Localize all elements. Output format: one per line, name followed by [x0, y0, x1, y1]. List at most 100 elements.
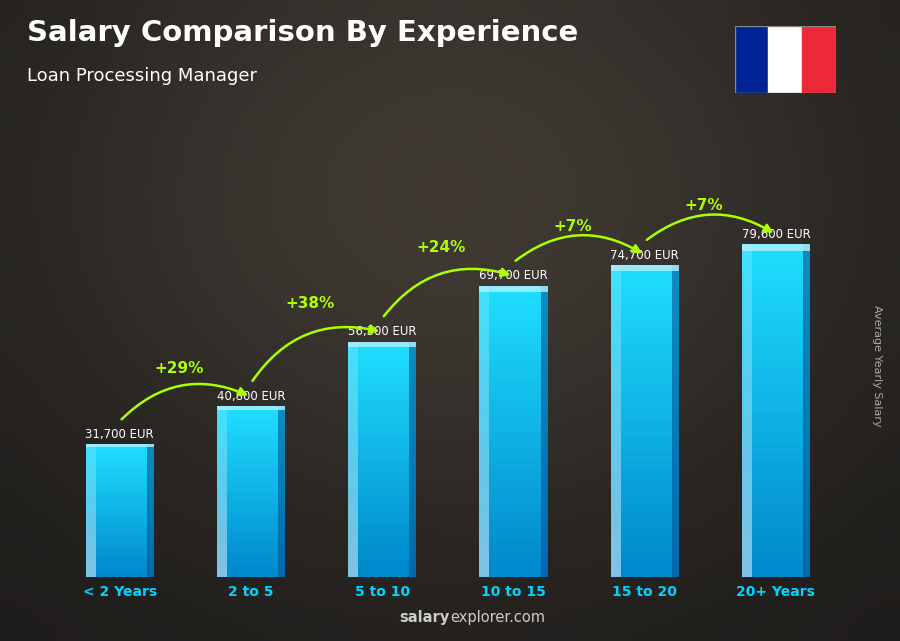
Bar	[742, 544, 752, 552]
Bar	[86, 540, 154, 544]
Bar	[348, 418, 358, 424]
Bar	[217, 517, 285, 522]
Bar	[742, 435, 810, 444]
Bar	[742, 485, 810, 494]
Bar	[742, 253, 752, 261]
Text: Average Yearly Salary: Average Yearly Salary	[872, 304, 883, 426]
Bar	[742, 510, 752, 519]
Bar	[672, 522, 679, 530]
Bar	[147, 464, 154, 467]
Bar	[742, 469, 752, 477]
Bar	[742, 294, 752, 303]
Bar	[610, 553, 679, 562]
Bar	[479, 540, 490, 548]
Bar	[742, 519, 810, 527]
Bar	[672, 335, 679, 343]
Bar	[217, 419, 285, 424]
Bar	[541, 468, 547, 475]
Bar	[86, 527, 95, 531]
Bar	[742, 336, 810, 344]
Bar	[479, 285, 547, 292]
Bar	[742, 361, 810, 369]
Bar	[217, 522, 285, 526]
Bar	[672, 280, 679, 288]
Bar	[410, 512, 416, 518]
Bar	[541, 293, 547, 300]
Bar	[217, 500, 227, 504]
Bar	[278, 487, 285, 492]
Bar	[610, 358, 621, 366]
Bar	[147, 574, 154, 577]
Bar	[541, 424, 547, 431]
Bar	[742, 385, 810, 394]
Bar	[410, 377, 416, 383]
Bar	[479, 373, 490, 380]
Bar	[610, 296, 679, 304]
Bar	[147, 504, 154, 507]
Bar	[742, 460, 810, 469]
Bar	[742, 286, 810, 294]
Bar	[742, 460, 752, 469]
Bar	[348, 401, 358, 406]
Bar	[479, 388, 547, 395]
Bar	[348, 494, 358, 501]
Bar	[610, 444, 621, 452]
Bar	[86, 447, 95, 451]
Bar	[86, 467, 95, 471]
Bar	[672, 460, 679, 467]
Bar	[803, 311, 810, 319]
Bar	[147, 551, 154, 554]
Bar	[217, 479, 227, 483]
Bar	[410, 447, 416, 453]
Bar	[479, 445, 490, 453]
Text: 69,700 EUR: 69,700 EUR	[479, 269, 548, 283]
Bar	[86, 563, 154, 567]
Bar	[86, 447, 154, 451]
Bar	[479, 475, 547, 482]
Bar	[217, 534, 227, 538]
Bar	[147, 471, 154, 474]
Bar	[410, 453, 416, 459]
Bar	[610, 569, 621, 577]
Bar	[479, 562, 490, 570]
Bar	[610, 420, 621, 429]
Bar	[610, 437, 679, 444]
Bar	[479, 293, 547, 300]
Bar	[278, 569, 285, 572]
Bar	[147, 514, 154, 517]
Bar	[803, 353, 810, 361]
Bar	[479, 445, 547, 453]
Bar	[147, 447, 154, 451]
Bar	[672, 437, 679, 444]
Bar	[742, 244, 752, 253]
Bar	[86, 537, 95, 540]
Bar	[348, 565, 416, 571]
Bar	[348, 530, 358, 536]
Bar	[86, 520, 154, 524]
Bar	[610, 358, 679, 366]
Bar	[742, 394, 752, 402]
Bar	[217, 556, 285, 560]
Bar	[742, 336, 752, 344]
Bar	[742, 452, 752, 460]
Bar	[610, 272, 679, 280]
Bar	[742, 527, 810, 535]
Bar	[610, 382, 621, 390]
Bar	[541, 329, 547, 337]
Bar	[86, 451, 154, 454]
Bar	[348, 453, 416, 459]
Bar	[742, 435, 752, 444]
Bar	[86, 454, 154, 458]
Bar	[479, 380, 547, 388]
Bar	[610, 319, 621, 327]
Bar	[541, 512, 547, 519]
Bar	[278, 513, 285, 517]
Bar	[348, 501, 358, 506]
Bar	[217, 458, 227, 462]
Bar	[86, 487, 154, 491]
Bar	[742, 294, 810, 303]
Bar	[86, 504, 154, 507]
Bar	[479, 410, 547, 417]
Bar	[742, 353, 810, 361]
Bar	[479, 512, 547, 519]
